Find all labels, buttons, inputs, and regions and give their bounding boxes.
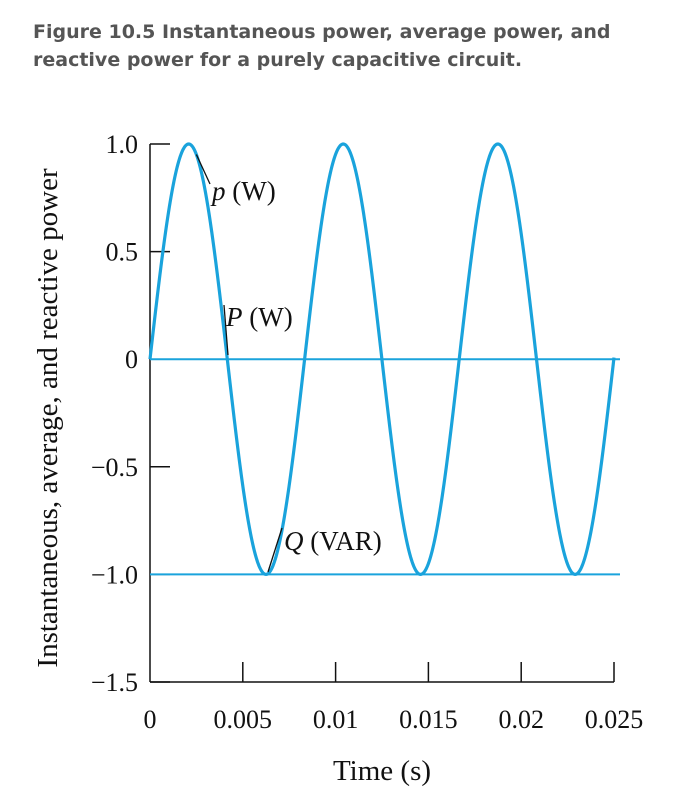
y-tick-label: −0.5: [91, 453, 138, 482]
y-tick-label: 0.5: [106, 238, 139, 267]
x-axis-title: Time (s): [333, 755, 431, 787]
p-label-leader: [195, 154, 211, 185]
y-tick-label: 1.0: [106, 130, 139, 159]
figure-caption: Figure 10.5 Instantaneous power, average…: [33, 21, 611, 71]
reactive-label-leader: [267, 527, 283, 573]
x-tick-label: 0.01: [313, 705, 359, 734]
average-power-label: P (W): [225, 302, 293, 332]
y-axis-title: Instantaneous, average, and reactive pow…: [32, 168, 64, 668]
reactive-power-label: Q (VAR): [284, 526, 382, 556]
average-label-leader: [223, 304, 229, 356]
x-tick-label: 0.025: [585, 705, 644, 734]
x-tick-label: 0: [144, 705, 157, 734]
y-tick-label: −1.5: [91, 668, 138, 697]
p-series-label: p (W): [210, 176, 276, 206]
y-tick-label: −1.0: [91, 560, 138, 589]
x-tick-label: 0.005: [214, 705, 273, 734]
x-tick-label: 0.015: [399, 705, 458, 734]
y-tick-label: 0: [125, 345, 138, 374]
x-tick-label: 0.02: [498, 705, 544, 734]
